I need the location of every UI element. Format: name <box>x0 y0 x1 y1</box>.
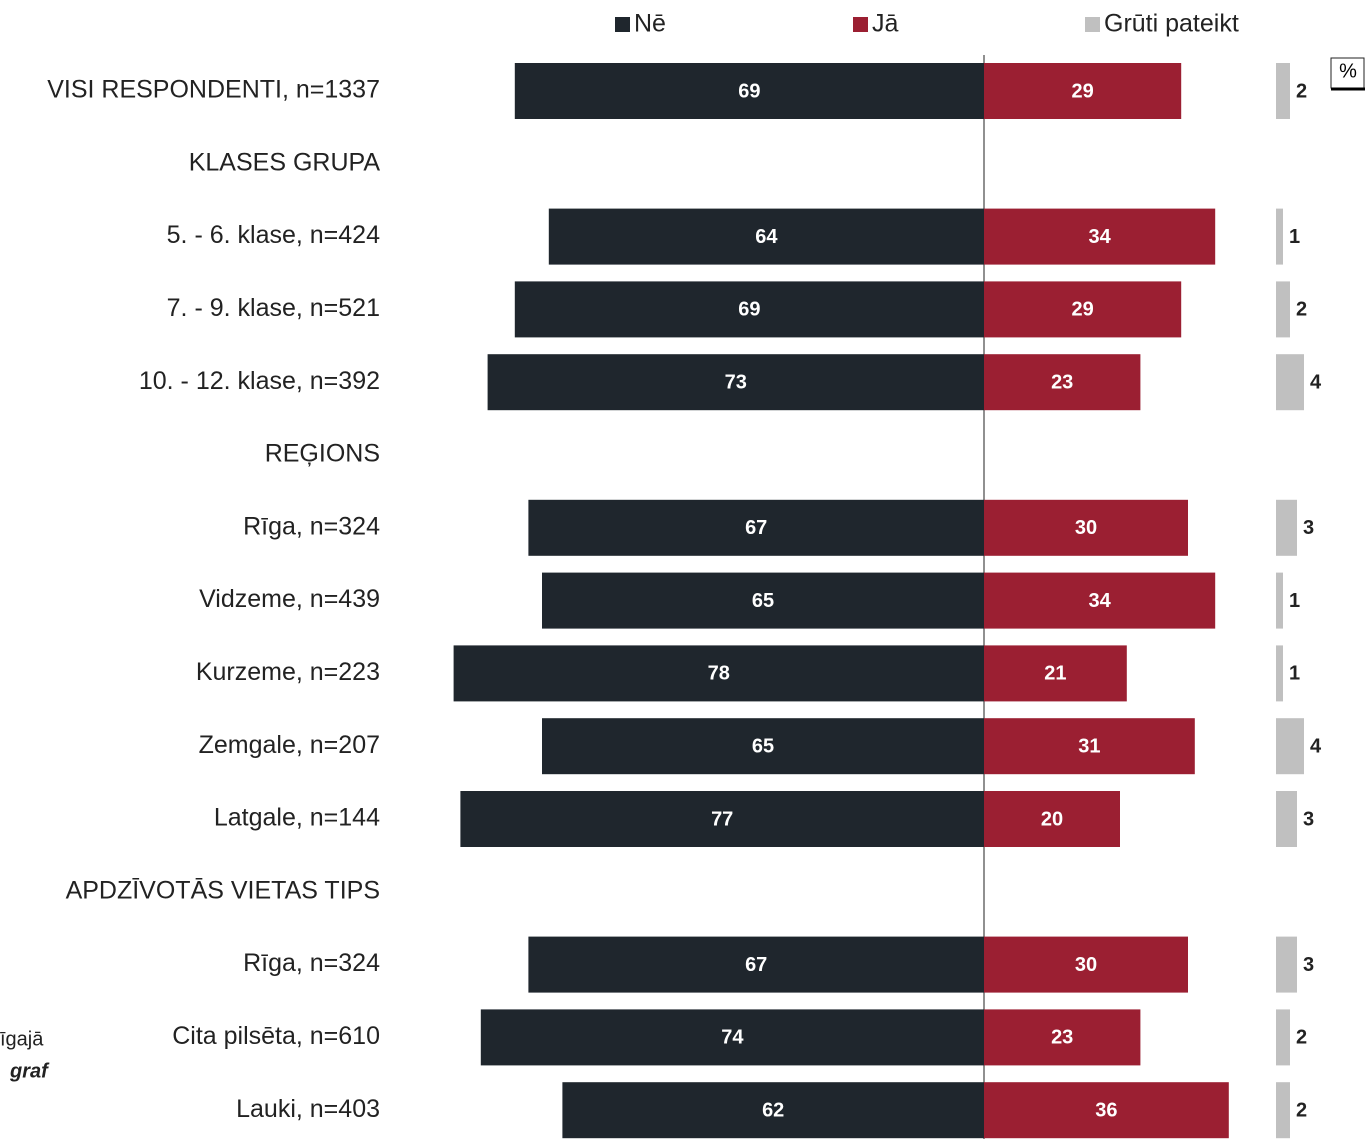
legend-swatch <box>615 17 630 32</box>
legend-label: Jā <box>872 10 899 38</box>
bar <box>1276 499 1297 556</box>
category-label: Kurzeme, n=223 <box>196 658 380 686</box>
value-label: 29 <box>1071 299 1093 321</box>
bar <box>984 208 1216 265</box>
bar <box>984 63 1182 119</box>
bar <box>480 1009 984 1066</box>
category-label: 7. - 9. klase, n=521 <box>167 294 380 322</box>
value-label: 36 <box>1095 1099 1117 1121</box>
value-label: 23 <box>1051 1027 1073 1049</box>
value-label: 2 <box>1296 299 1307 321</box>
bar <box>984 1082 1229 1139</box>
bar <box>984 354 1141 411</box>
value-label: 73 <box>725 371 747 393</box>
bar <box>984 645 1127 702</box>
category-label: 10. - 12. klase, n=392 <box>139 367 380 395</box>
category-label: Cita pilsēta, n=610 <box>172 1022 380 1050</box>
category-label: Rīga, n=324 <box>243 512 380 540</box>
bar <box>548 208 984 265</box>
bar <box>1276 63 1290 119</box>
value-label: 23 <box>1051 371 1073 393</box>
unit-label: % <box>1339 60 1357 82</box>
bar <box>528 499 984 556</box>
value-label: 77 <box>711 808 733 830</box>
value-label: 3 <box>1303 808 1314 830</box>
bar <box>1276 645 1283 702</box>
bar <box>1276 718 1304 775</box>
value-label: 2 <box>1296 80 1307 102</box>
value-label: 65 <box>752 590 774 612</box>
bar <box>514 281 984 338</box>
bar <box>984 1009 1141 1066</box>
value-label: 4 <box>1310 371 1322 393</box>
legend-swatch <box>853 17 868 32</box>
bar <box>514 63 984 119</box>
bar <box>984 718 1195 775</box>
bar <box>487 354 984 411</box>
value-label: 78 <box>708 663 730 685</box>
value-label: 3 <box>1303 954 1314 976</box>
bar <box>528 936 984 993</box>
value-label: 67 <box>745 954 767 976</box>
category-label: KLASES GRUPA <box>189 148 381 176</box>
value-label: 1 <box>1289 590 1300 612</box>
bar <box>984 572 1216 629</box>
value-label: 31 <box>1078 735 1100 757</box>
bar <box>1276 1082 1290 1139</box>
value-label: 20 <box>1041 808 1063 830</box>
value-label: 21 <box>1044 663 1066 685</box>
bar <box>984 499 1188 556</box>
value-label: 34 <box>1088 590 1111 612</box>
category-label: REĢIONS <box>265 440 380 468</box>
legend-label: Nē <box>634 10 666 38</box>
category-label: Lauki, n=403 <box>236 1095 380 1123</box>
category-label: APDZĪVOTĀS VIETAS TIPS <box>66 876 380 904</box>
category-label: Zemgale, n=207 <box>199 731 380 759</box>
value-label: 29 <box>1071 80 1093 102</box>
bar <box>542 572 984 629</box>
bar <box>1276 791 1297 847</box>
value-label: 69 <box>738 299 760 321</box>
bar <box>460 791 984 847</box>
category-label: VISI RESPONDENTI, n=1337 <box>47 76 380 104</box>
category-label: Rīga, n=324 <box>243 949 380 977</box>
bar <box>542 718 984 775</box>
bar <box>562 1082 984 1139</box>
bar <box>984 791 1120 847</box>
category-label: Latgale, n=144 <box>214 804 380 832</box>
bar <box>1276 572 1283 629</box>
bar <box>984 281 1182 338</box>
value-label: 2 <box>1296 1099 1307 1121</box>
value-label: 69 <box>738 80 760 102</box>
value-label: 74 <box>721 1027 744 1049</box>
value-label: 30 <box>1075 954 1097 976</box>
legend-label: Grūti pateikt <box>1104 10 1239 38</box>
value-label: 64 <box>755 226 778 248</box>
category-label: 5. - 6. klase, n=424 <box>167 221 380 249</box>
bar <box>1276 1009 1290 1066</box>
legend-swatch <box>1085 17 1100 32</box>
value-label: 2 <box>1296 1027 1307 1049</box>
category-label: Vidzeme, n=439 <box>199 585 380 613</box>
bar <box>453 645 985 702</box>
bar <box>1276 354 1304 411</box>
value-label: 34 <box>1088 226 1111 248</box>
value-label: 30 <box>1075 517 1097 539</box>
annotation: īgajā <box>0 1028 44 1050</box>
value-label: 67 <box>745 517 767 539</box>
value-label: 3 <box>1303 517 1314 539</box>
bar <box>984 936 1188 993</box>
value-label: 65 <box>752 735 774 757</box>
annotation: graf <box>9 1060 50 1082</box>
value-label: 1 <box>1289 663 1300 685</box>
value-label: 4 <box>1310 735 1322 757</box>
bar <box>1276 281 1290 338</box>
value-label: 62 <box>762 1099 784 1121</box>
bar <box>1276 208 1283 265</box>
bar <box>1276 936 1297 993</box>
value-label: 1 <box>1289 226 1300 248</box>
